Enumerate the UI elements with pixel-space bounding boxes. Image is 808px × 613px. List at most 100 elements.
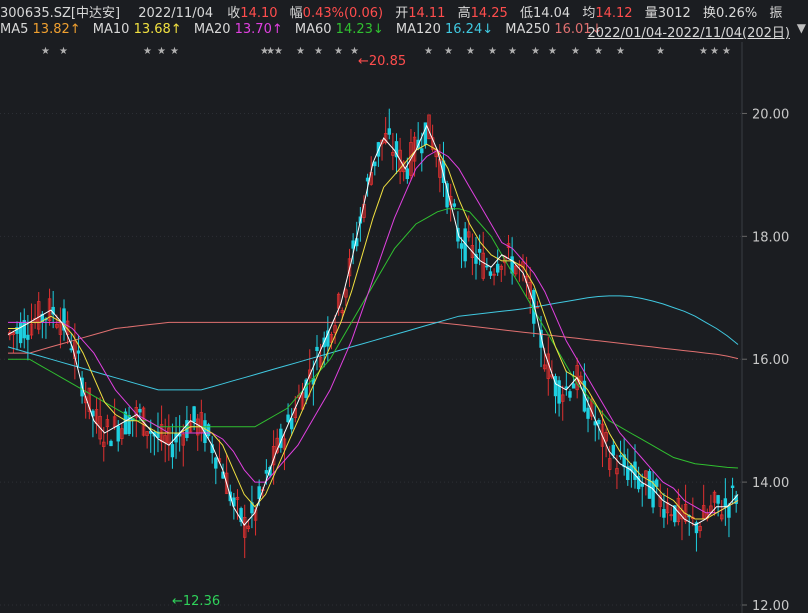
ma5-line — [7, 124, 739, 526]
candle-body — [141, 407, 146, 436]
candle-body — [654, 479, 659, 487]
star-marker: ★ — [314, 46, 323, 57]
candle-body — [232, 497, 236, 507]
ma250-line — [8, 321, 739, 360]
ma120-value: 16.24↓ — [445, 22, 494, 37]
star-marker: ★ — [157, 46, 166, 57]
star-marker: ★ — [656, 46, 665, 57]
y-tick-label: 12.00 — [752, 599, 789, 613]
turnover-value: 0.26% — [715, 6, 758, 21]
candle-body — [76, 350, 81, 354]
candle-body — [98, 415, 102, 440]
avg-value: 14.12 — [595, 6, 633, 21]
candle-body — [420, 148, 424, 154]
high-field: 高14.25 — [457, 6, 508, 21]
star-marker: ★ — [274, 46, 283, 57]
candle-body — [633, 461, 637, 480]
star-marker: ★ — [296, 46, 305, 57]
candle-body — [347, 258, 352, 277]
candle-body — [127, 415, 131, 435]
open-field: 开14.11 — [395, 6, 446, 21]
star-marker: ★ — [488, 46, 497, 57]
candle-body — [723, 498, 728, 508]
candle-body — [539, 329, 543, 348]
candle-body — [268, 466, 272, 476]
min-price-label: ←12.36 — [172, 594, 220, 609]
candle-body — [557, 380, 561, 404]
candle-body — [398, 149, 402, 172]
ma60-line — [8, 208, 739, 469]
star-marker: ★ — [444, 46, 453, 57]
candle-body — [636, 475, 641, 490]
candle-body — [481, 252, 485, 279]
candle-body — [730, 485, 735, 489]
candle-body — [459, 243, 464, 249]
candle-body — [553, 376, 558, 397]
star-marker: ★ — [508, 46, 517, 57]
candle-body — [380, 139, 384, 145]
candle-body — [658, 494, 663, 507]
candle-body — [315, 346, 319, 351]
ma10-value: 13.68↑ — [133, 22, 182, 37]
candle-body — [611, 444, 616, 456]
candle-body — [105, 419, 110, 428]
star-marker: ★ — [143, 46, 152, 57]
candle-body — [116, 425, 120, 442]
candle-body — [647, 471, 652, 499]
star-marker: ★ — [466, 46, 475, 57]
candle-body — [22, 320, 26, 339]
candle-body — [452, 203, 457, 207]
candle-body — [514, 265, 518, 275]
candle-body — [485, 265, 489, 268]
low-value: 14.04 — [532, 6, 571, 21]
candle-body — [694, 522, 699, 534]
open-value: 14.11 — [408, 6, 446, 21]
candle-body — [318, 356, 323, 368]
star-marker: ★ — [722, 46, 731, 57]
star-marker: ★ — [334, 46, 343, 57]
candle-body — [87, 387, 92, 412]
candle-body — [492, 273, 496, 276]
candle-body — [308, 369, 312, 379]
date-range-selector[interactable]: 2022/01/04-2022/11/04(202日) — [587, 26, 790, 41]
candle-body — [109, 440, 113, 447]
candle-body — [235, 496, 240, 500]
ma60-legend: MA60 14.23↓ — [294, 22, 384, 37]
candle-body — [470, 245, 475, 258]
change-field: 幅0.43%(0.06) — [289, 6, 384, 21]
max-price-label: ←20.85 — [358, 54, 406, 69]
star-marker: ★ — [594, 46, 603, 57]
candle-body — [412, 136, 417, 162]
candle-body — [55, 323, 59, 328]
candle-body — [340, 310, 344, 314]
candle-body — [192, 406, 196, 423]
candle-body — [561, 394, 565, 402]
candle-body — [600, 423, 605, 447]
ma10-line — [8, 143, 739, 520]
star-marker: ★ — [710, 46, 719, 57]
y-tick-label: 14.00 — [752, 476, 789, 491]
ma20-line — [8, 149, 739, 514]
candle-body — [582, 380, 587, 412]
candle-body — [604, 432, 608, 442]
candle-body — [456, 227, 460, 242]
y-tick-label: 16.00 — [752, 353, 789, 368]
candle-body — [709, 505, 713, 513]
candle-body — [224, 472, 229, 494]
triangle-down-icon[interactable]: ▼ — [796, 21, 806, 35]
candle-body — [474, 254, 478, 264]
close-value: 14.10 — [240, 6, 278, 21]
candle-body — [69, 348, 73, 351]
candle-body — [542, 364, 547, 370]
candle-body — [608, 458, 612, 470]
ma20-value: 13.70↑ — [234, 22, 283, 37]
star-marker: ★ — [616, 46, 625, 57]
candle-body — [644, 470, 648, 478]
star-marker: ★ — [571, 46, 580, 57]
y-tick-label: 18.00 — [752, 230, 789, 245]
star-marker: ★ — [699, 46, 708, 57]
candle-body — [145, 431, 149, 437]
close-field: 收14.10 — [227, 6, 278, 21]
high-value: 14.25 — [470, 6, 508, 21]
candle-body — [727, 504, 731, 518]
